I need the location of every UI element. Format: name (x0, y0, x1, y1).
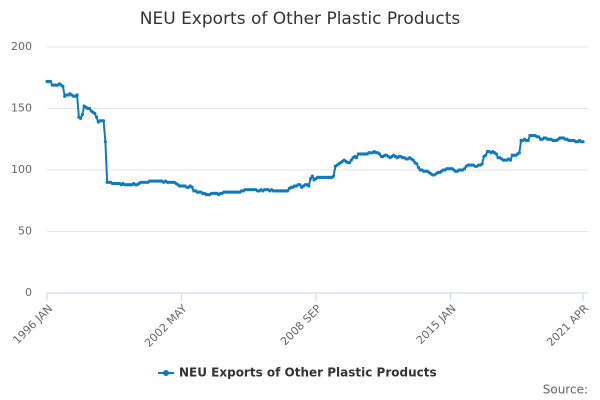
point (416, 165, 421, 170)
point (79, 116, 83, 120)
point (347, 161, 352, 165)
y-tick-label: 0 (25, 286, 32, 299)
point (331, 174, 336, 178)
point (87, 106, 92, 111)
point (308, 177, 313, 181)
point (526, 138, 530, 143)
point (310, 174, 314, 178)
point (80, 113, 84, 117)
x-tick-label: 2008 SEP (278, 302, 324, 348)
y-tick-label: 200 (11, 40, 32, 53)
point (307, 184, 311, 188)
chart-title: NEU Exports of Other Plastic Products (140, 9, 461, 29)
point (377, 152, 382, 156)
point (349, 158, 353, 162)
point (480, 162, 484, 166)
point (48, 79, 53, 84)
source: Source: (543, 383, 588, 397)
point (102, 119, 106, 123)
point (415, 162, 419, 166)
point (61, 84, 65, 88)
point (94, 115, 99, 119)
point (462, 167, 467, 171)
y-tick-label: 150 (11, 102, 32, 115)
x-tick-label: 2021 APR (544, 302, 591, 349)
point (190, 185, 194, 189)
point (285, 189, 290, 193)
legend-label: NEU Exports of Other Plastic Products (179, 366, 437, 380)
x-tick-label: 2015 JAN (414, 302, 459, 347)
point (298, 183, 302, 187)
x-tick-label: 2002 MAY (142, 302, 190, 350)
point (354, 156, 359, 160)
point (494, 152, 498, 156)
point (517, 151, 521, 155)
legend-marker (163, 370, 169, 376)
y-tick-label: 100 (11, 163, 32, 176)
point (75, 93, 79, 97)
point (103, 140, 107, 144)
point (411, 158, 415, 162)
point (508, 158, 513, 162)
x-tick-label: 1996 JAN (10, 302, 55, 347)
point (537, 135, 541, 139)
point (581, 140, 585, 144)
point (93, 111, 97, 116)
point (484, 153, 488, 157)
y-tick-label: 50 (18, 225, 32, 238)
